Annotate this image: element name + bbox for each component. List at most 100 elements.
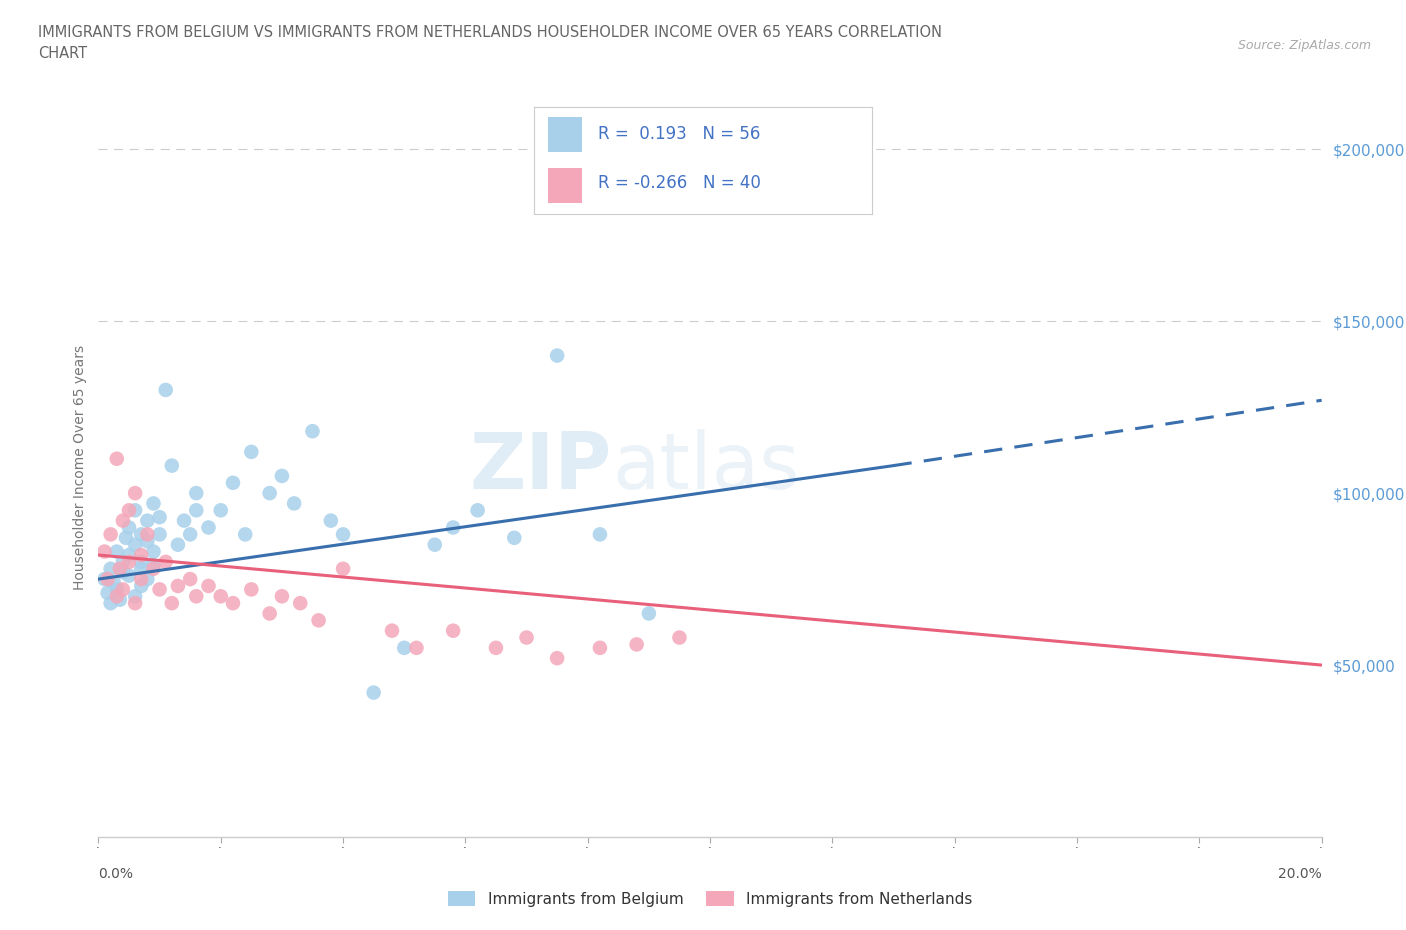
Point — [167, 538, 190, 552]
Point — [105, 544, 128, 559]
Point — [100, 596, 122, 611]
Point — [209, 589, 232, 604]
Point — [467, 503, 489, 518]
Point — [97, 585, 120, 600]
Legend: Immigrants from Belgium, Immigrants from Netherlands: Immigrants from Belgium, Immigrants from… — [440, 884, 980, 914]
Point — [160, 596, 183, 611]
Point — [240, 582, 263, 597]
Point — [270, 589, 292, 604]
Point — [118, 568, 141, 583]
Point — [105, 582, 128, 597]
Point — [142, 562, 165, 577]
Point — [516, 631, 538, 645]
Point — [129, 554, 152, 569]
Point — [283, 496, 305, 511]
Point — [332, 527, 354, 542]
Point — [118, 554, 141, 569]
Point — [136, 572, 159, 587]
Point — [105, 589, 128, 604]
Point — [233, 527, 256, 542]
Point — [155, 554, 177, 569]
Text: IMMIGRANTS FROM BELGIUM VS IMMIGRANTS FROM NETHERLANDS HOUSEHOLDER INCOME OVER 6: IMMIGRANTS FROM BELGIUM VS IMMIGRANTS FR… — [38, 25, 942, 40]
Point — [637, 606, 661, 621]
FancyBboxPatch shape — [548, 116, 582, 152]
Point — [441, 623, 464, 638]
Point — [124, 538, 146, 552]
Text: 20.0%: 20.0% — [1278, 867, 1322, 881]
Point — [173, 513, 195, 528]
Point — [167, 578, 190, 593]
Point — [155, 382, 177, 397]
Point — [100, 527, 122, 542]
Point — [103, 575, 125, 590]
Point — [100, 562, 122, 577]
Point — [149, 510, 172, 525]
Point — [129, 578, 152, 593]
Point — [222, 596, 245, 611]
Point — [197, 578, 219, 593]
Point — [301, 424, 323, 439]
Point — [259, 606, 281, 621]
Point — [124, 589, 146, 604]
Point — [222, 475, 245, 490]
Point — [136, 534, 159, 549]
Point — [118, 548, 141, 563]
Point — [259, 485, 281, 500]
Point — [105, 451, 128, 466]
Point — [129, 527, 152, 542]
Text: Source: ZipAtlas.com: Source: ZipAtlas.com — [1237, 39, 1371, 52]
Point — [186, 503, 208, 518]
Point — [546, 651, 568, 666]
Point — [136, 527, 159, 542]
Point — [485, 641, 508, 656]
Point — [405, 641, 427, 656]
Point — [270, 469, 292, 484]
Point — [111, 513, 134, 528]
Point — [441, 520, 464, 535]
Point — [142, 544, 165, 559]
Point — [589, 527, 612, 542]
Point — [115, 530, 138, 545]
Point — [589, 641, 612, 656]
Point — [129, 572, 152, 587]
Point — [240, 445, 263, 459]
Point — [142, 496, 165, 511]
Point — [381, 623, 404, 638]
Point — [111, 565, 134, 579]
Text: atlas: atlas — [612, 430, 800, 505]
Point — [111, 582, 134, 597]
Text: R =  0.193   N = 56: R = 0.193 N = 56 — [599, 126, 761, 143]
Point — [308, 613, 330, 628]
Point — [546, 348, 568, 363]
Point — [97, 572, 120, 587]
Point — [124, 503, 146, 518]
Point — [179, 572, 201, 587]
Point — [392, 641, 416, 656]
Text: CHART: CHART — [38, 46, 87, 61]
Point — [108, 592, 131, 607]
Point — [149, 582, 172, 597]
Point — [149, 527, 172, 542]
Point — [142, 558, 165, 573]
Point — [186, 485, 208, 500]
Point — [197, 520, 219, 535]
Point — [118, 520, 141, 535]
Text: 0.0%: 0.0% — [98, 867, 134, 881]
Point — [93, 544, 115, 559]
Point — [129, 548, 152, 563]
Point — [93, 572, 115, 587]
Point — [179, 527, 201, 542]
Point — [332, 562, 354, 577]
Point — [363, 685, 385, 700]
Point — [124, 485, 146, 500]
Text: ZIP: ZIP — [470, 430, 612, 505]
Point — [319, 513, 342, 528]
Point — [108, 562, 131, 577]
Point — [160, 458, 183, 473]
FancyBboxPatch shape — [548, 168, 582, 204]
Point — [124, 596, 146, 611]
Point — [503, 530, 526, 545]
Point — [129, 562, 152, 577]
Point — [668, 631, 690, 645]
Text: R = -0.266   N = 40: R = -0.266 N = 40 — [599, 175, 761, 193]
